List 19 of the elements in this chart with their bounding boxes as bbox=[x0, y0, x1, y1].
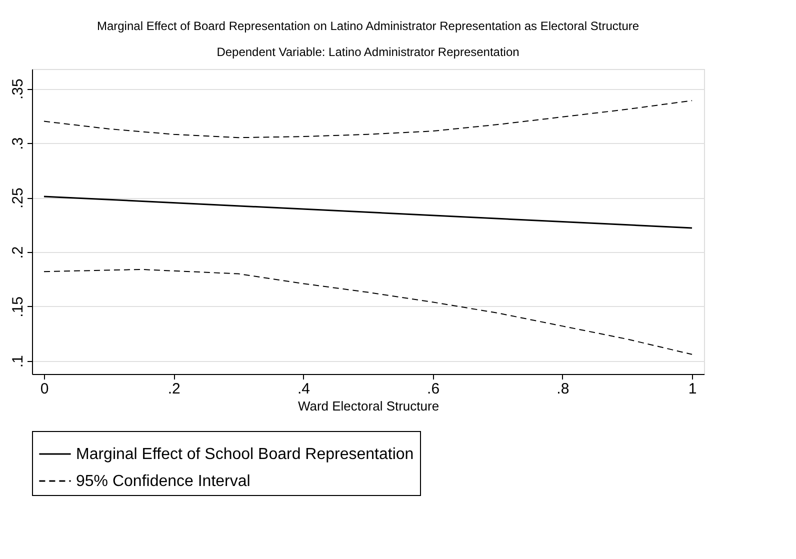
y-tick-label: .25 bbox=[10, 188, 26, 208]
chart-title: Marginal Effect of Board Representation on Latino Administrator Representation as Electoral Structure bbox=[96, 19, 640, 33]
y-tick-label: .2 bbox=[10, 246, 26, 259]
x-tick-label: .4 bbox=[297, 380, 310, 398]
legend-label: 95% Confidence Interval bbox=[76, 473, 250, 490]
y-tick-label: .3 bbox=[10, 137, 26, 150]
x-tick-label: 0 bbox=[40, 380, 49, 398]
x-tick-label: .8 bbox=[556, 380, 570, 398]
line-series bbox=[43, 100, 693, 138]
y-tick-label: .15 bbox=[10, 296, 26, 318]
y-tick-label: .35 bbox=[10, 78, 26, 100]
chart-subtitle: Dependent Variable: Latino Administrator Representation bbox=[216, 45, 520, 59]
x-tick-label: 1 bbox=[688, 380, 697, 398]
x-tick-label: .2 bbox=[168, 380, 180, 398]
x-axis-title: Ward Electoral Structure bbox=[298, 398, 440, 414]
legend-label: Marginal Effect of School Board Representation bbox=[76, 446, 414, 463]
line-series bbox=[43, 268, 693, 355]
x-tick-label: .6 bbox=[427, 380, 440, 398]
y-tick-label: .1 bbox=[10, 355, 26, 368]
